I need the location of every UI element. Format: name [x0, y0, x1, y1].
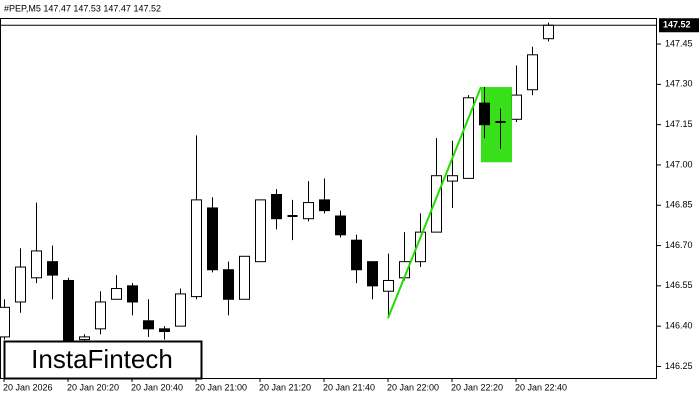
pattern-line: [387, 86, 482, 319]
candle-body: [271, 194, 282, 220]
x-tick-label: 20 Jan 22:40: [515, 382, 567, 392]
logo-box: [3, 340, 203, 380]
candle-body: [175, 293, 186, 327]
candle-body: [319, 199, 330, 212]
candle-body: [527, 54, 538, 91]
candle-body: [47, 261, 58, 276]
last-price-label: 147.52: [663, 20, 691, 30]
y-tick-label: 147.00: [665, 159, 693, 169]
candle-body: [383, 279, 394, 292]
x-tick-label: 20 Jan 21:40: [323, 382, 375, 392]
candle-body: [143, 320, 154, 330]
y-tick-label: 146.40: [665, 321, 693, 331]
x-tick-label: 20 Jan 20:20: [67, 382, 119, 392]
candle-body: [415, 231, 426, 263]
candle-body: [447, 175, 458, 182]
candle-body: [207, 207, 218, 271]
candle-body: [431, 175, 442, 233]
candle-body: [335, 215, 346, 236]
candle-body: [79, 336, 90, 341]
y-tick-label: 147.30: [665, 79, 693, 89]
x-tick-label: 20 Jan 2026: [3, 382, 53, 392]
candle-body: [191, 199, 202, 298]
plot-frame: [0, 18, 657, 379]
x-tick-label: 20 Jan 21:00: [195, 382, 247, 392]
candle-body: [511, 94, 522, 120]
candle-body: [303, 202, 314, 220]
candle-body: [367, 261, 378, 287]
y-tick-label: 146.25: [665, 361, 693, 371]
candle-body: [63, 279, 74, 346]
candle-body: [159, 328, 170, 333]
y-tick-label: 146.55: [665, 280, 693, 290]
y-tick-label: 147.15: [665, 119, 693, 129]
candle-body: [255, 199, 266, 263]
candle-body: [479, 102, 490, 126]
candle-body: [223, 269, 234, 300]
candle-body: [543, 24, 554, 40]
x-tick-label: 20 Jan 20:40: [131, 382, 183, 392]
candle-body: [127, 285, 138, 303]
chart-title: #PEP,M5 147.47 147.53 147.47 147.52: [4, 3, 161, 13]
candle-body: [463, 97, 474, 179]
logo: InstaFintech: [31, 344, 173, 374]
candle-body: [15, 266, 26, 303]
candle-body: [239, 255, 250, 300]
y-tick-label: 147.45: [665, 38, 693, 48]
y-tick-label: 146.85: [665, 200, 693, 210]
x-tick-label: 20 Jan 22:00: [387, 382, 439, 392]
candle-body: [31, 250, 42, 279]
candle-body: [0, 306, 10, 338]
y-tick-label: 146.70: [665, 240, 693, 250]
x-tick-label: 20 Jan 22:20: [451, 382, 503, 392]
last-price-box: [659, 18, 699, 33]
candle-body: [111, 288, 122, 300]
x-tick-label: 20 Jan 21:20: [259, 382, 311, 392]
candle-body: [95, 301, 106, 330]
candle-body: [351, 239, 362, 271]
